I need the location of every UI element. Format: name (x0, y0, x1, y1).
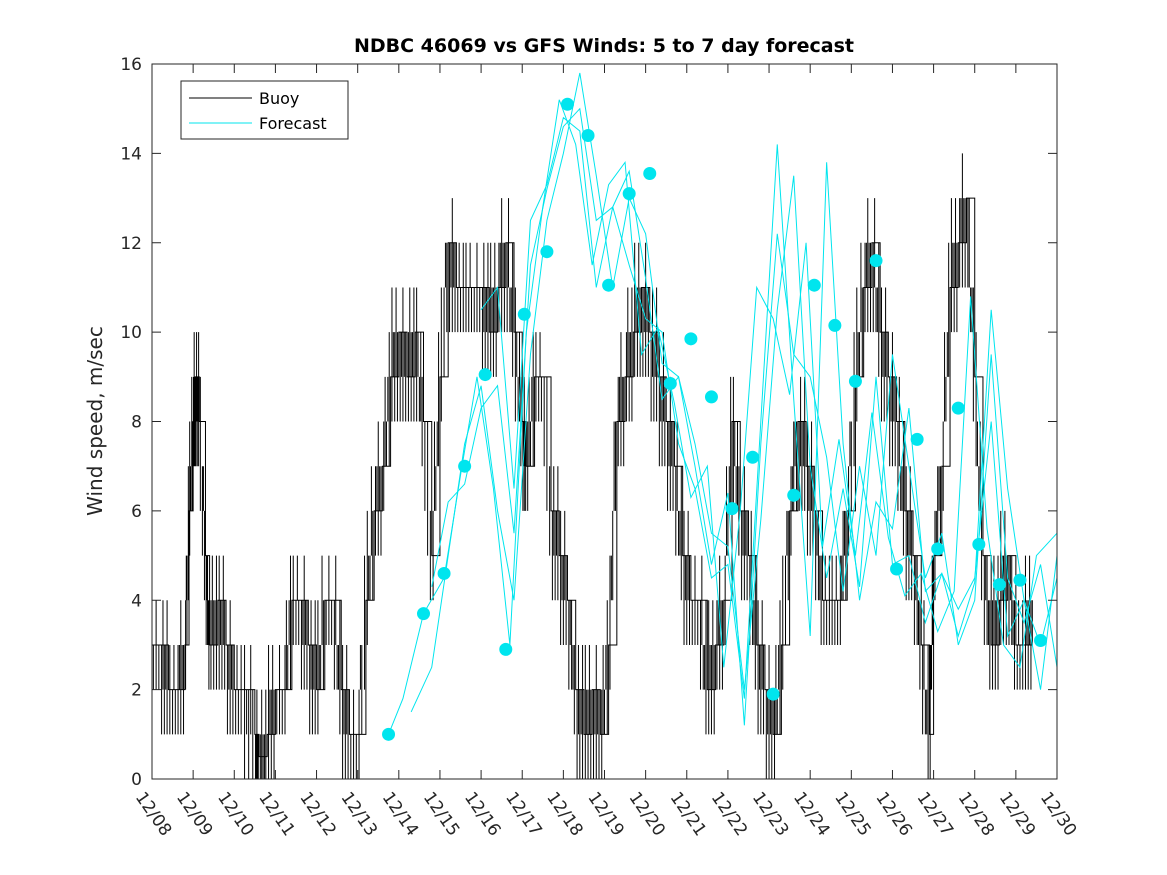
forecast-marker (622, 187, 636, 201)
forecast-marker (437, 566, 451, 580)
forecast-series-group (388, 72, 1058, 735)
legend-forecast-label: Forecast (259, 114, 327, 133)
forecast-marker (684, 332, 698, 346)
forecast-marker (931, 542, 945, 556)
y-tick-label: 8 (131, 413, 142, 433)
y-tick-label: 0 (131, 770, 142, 790)
forecast-line-3 (431, 107, 1058, 726)
y-tick-label: 14 (120, 144, 142, 164)
forecast-markers (382, 97, 1048, 741)
forecast-marker (746, 450, 760, 464)
legend: Buoy Forecast (180, 80, 349, 140)
forecast-marker (704, 390, 718, 404)
forecast-marker (951, 401, 965, 415)
forecast-marker (417, 607, 430, 621)
legend-buoy-label: Buoy (259, 89, 299, 108)
forecast-marker (663, 377, 677, 391)
forecast-marker (972, 537, 986, 551)
y-tick-label: 16 (120, 55, 142, 75)
legend-box (180, 80, 349, 140)
forecast-marker (581, 129, 595, 142)
forecast-marker (478, 368, 492, 382)
forecast-marker (499, 642, 513, 656)
forecast-marker (602, 278, 616, 292)
chart-title: NDBC 46069 vs GFS Winds: 5 to 7 day fore… (354, 35, 854, 57)
forecast-marker (1034, 633, 1048, 647)
forecast-marker (560, 97, 574, 111)
forecast-marker (869, 254, 883, 268)
forecast-marker (540, 245, 554, 259)
y-axis-label: Wind speed, m/sec (83, 326, 107, 516)
y-tick-label: 10 (120, 323, 142, 343)
forecast-marker (787, 488, 801, 502)
forecast-marker (517, 307, 531, 321)
forecast-marker (890, 562, 904, 576)
forecast-marker (828, 318, 842, 332)
y-axis: 0 2 4 6 8 10 12 14 16 (120, 55, 1057, 790)
forecast-line-4 (480, 116, 1058, 699)
forecast-marker (382, 727, 396, 741)
buoy-series (152, 153, 1033, 779)
forecast-marker (992, 578, 1006, 592)
y-tick-label: 2 (131, 681, 142, 701)
y-tick-label: 12 (120, 234, 142, 254)
forecast-marker (643, 166, 657, 180)
forecast-marker (910, 432, 924, 446)
forecast-line-1 (388, 99, 1058, 735)
y-tick-label: 4 (131, 591, 142, 611)
y-tick-label: 6 (131, 502, 142, 522)
forecast-marker (848, 374, 862, 388)
forecast-marker (766, 687, 780, 701)
forecast-marker (1013, 573, 1027, 587)
forecast-marker (807, 278, 821, 292)
forecast-marker (725, 502, 739, 516)
forecast-marker (458, 459, 472, 473)
plot-area (152, 64, 1057, 779)
